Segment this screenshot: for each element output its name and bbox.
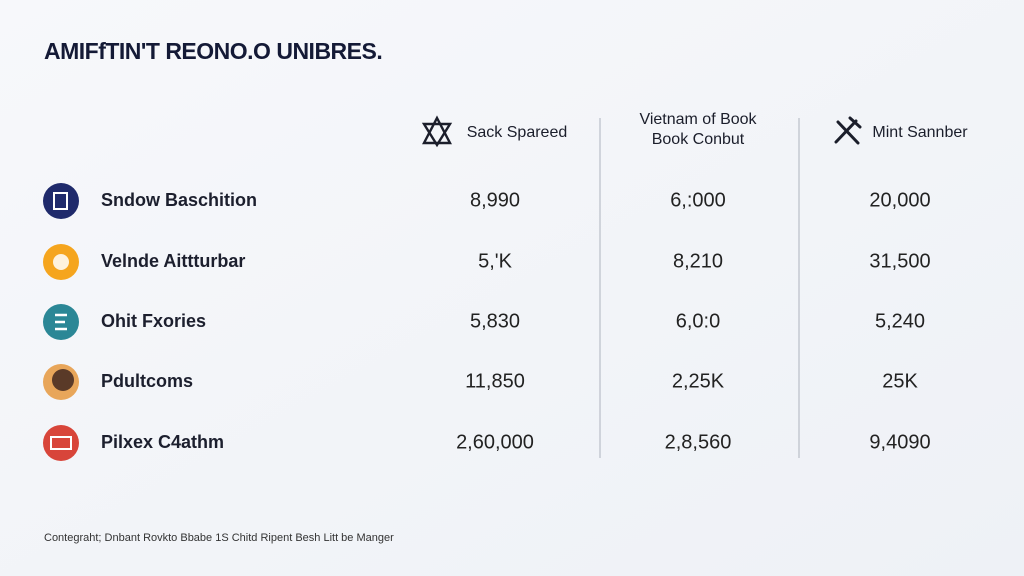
column-header: Vietnam of Book: [639, 111, 757, 128]
header-icon: [421, 115, 453, 148]
row-icon: [43, 364, 79, 400]
column-header: Sack Spareed: [467, 124, 568, 141]
cell-value: 5,830: [470, 310, 520, 332]
cell-value: 31,500: [869, 250, 930, 272]
cell-value: 5,'K: [478, 250, 512, 272]
footer-note: Contegraht; Dnbant Rovkto Bbabe 1S Chitd…: [44, 532, 394, 544]
header-icon: [834, 116, 862, 145]
row-name: Velnde Aittturbar: [101, 251, 245, 271]
row-icon: [43, 183, 79, 219]
cell-value: 6,0:0: [676, 310, 720, 332]
cell-value: 8,210: [673, 250, 723, 272]
cell-value: 8,990: [470, 189, 520, 211]
cell-value: 9,4090: [869, 431, 930, 453]
cell-value: 2,60,000: [456, 431, 534, 453]
cell-value: 2,25K: [672, 370, 725, 392]
row-name: Pilxex C4athm: [101, 432, 224, 452]
row-name: Ohit Fxories: [101, 311, 206, 331]
row-name: Pdultcoms: [101, 371, 193, 391]
column-header: Mint Sannber: [872, 124, 968, 141]
cell-value: 25K: [882, 370, 918, 392]
cell-value: 11,850: [465, 370, 525, 392]
row-icon: [43, 304, 79, 340]
cell-value: 2,8,560: [665, 431, 732, 453]
row-icon: [43, 244, 79, 280]
cell-value: 6,:000: [670, 189, 726, 211]
page-title: AMIFfTIN'T REONO.O UNIBRES.: [44, 38, 382, 64]
cell-value: 20,000: [869, 189, 930, 211]
column-subheader: Book Conbut: [652, 131, 745, 148]
row-icon: [43, 425, 79, 461]
cell-value: 5,240: [875, 310, 925, 332]
row-name: Sndow Baschition: [101, 190, 257, 210]
